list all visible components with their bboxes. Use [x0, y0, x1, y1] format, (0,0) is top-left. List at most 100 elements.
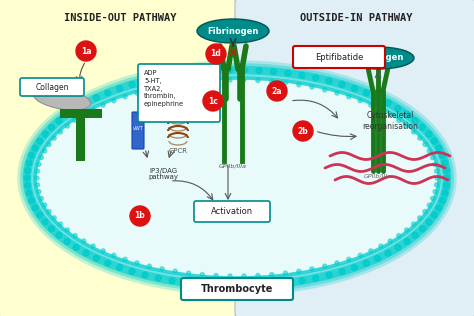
Circle shape — [83, 100, 89, 106]
Circle shape — [412, 232, 418, 238]
Circle shape — [93, 95, 100, 101]
Circle shape — [285, 280, 291, 286]
Circle shape — [374, 95, 381, 101]
Circle shape — [123, 95, 127, 99]
Circle shape — [42, 219, 48, 225]
Circle shape — [439, 153, 446, 159]
Circle shape — [105, 90, 111, 96]
Text: GPIIb/IIIa: GPIIb/IIIa — [219, 164, 247, 169]
Circle shape — [48, 124, 55, 130]
Circle shape — [183, 280, 189, 286]
Circle shape — [83, 250, 89, 256]
Circle shape — [426, 131, 432, 137]
Circle shape — [187, 81, 191, 85]
Circle shape — [147, 88, 151, 92]
Circle shape — [326, 78, 332, 84]
FancyBboxPatch shape — [20, 78, 84, 96]
Circle shape — [313, 275, 319, 281]
Circle shape — [444, 175, 450, 181]
Circle shape — [43, 149, 47, 153]
Circle shape — [427, 203, 431, 207]
Circle shape — [198, 69, 203, 75]
Circle shape — [183, 70, 189, 76]
Circle shape — [271, 69, 276, 75]
Circle shape — [442, 190, 448, 196]
Circle shape — [206, 44, 226, 64]
Circle shape — [117, 264, 123, 270]
Circle shape — [39, 196, 43, 200]
Circle shape — [201, 272, 204, 276]
Circle shape — [369, 249, 373, 253]
Circle shape — [37, 190, 41, 194]
Circle shape — [129, 82, 135, 88]
Circle shape — [201, 80, 204, 83]
Circle shape — [347, 257, 351, 261]
Circle shape — [419, 226, 426, 232]
Circle shape — [411, 130, 416, 134]
Circle shape — [411, 222, 416, 226]
Text: 1c: 1c — [208, 96, 218, 106]
Circle shape — [418, 216, 422, 220]
FancyBboxPatch shape — [0, 0, 241, 316]
Circle shape — [173, 269, 177, 273]
Circle shape — [169, 72, 175, 78]
Circle shape — [212, 68, 218, 74]
Circle shape — [112, 253, 116, 257]
Circle shape — [76, 41, 96, 61]
Circle shape — [323, 264, 327, 268]
Bar — [60, 109, 102, 118]
Text: Activation: Activation — [211, 208, 253, 216]
Circle shape — [397, 234, 401, 238]
Circle shape — [435, 183, 438, 187]
Text: 1a: 1a — [81, 46, 91, 56]
Text: 1d: 1d — [210, 50, 221, 58]
Circle shape — [28, 198, 35, 204]
Text: 2b: 2b — [298, 126, 309, 136]
Circle shape — [93, 255, 100, 261]
Circle shape — [439, 198, 446, 204]
Circle shape — [228, 78, 232, 82]
Circle shape — [65, 124, 69, 128]
Circle shape — [24, 175, 30, 181]
Circle shape — [256, 273, 260, 277]
Circle shape — [227, 283, 233, 289]
Circle shape — [431, 138, 438, 144]
Circle shape — [363, 90, 369, 96]
Circle shape — [299, 72, 305, 78]
Circle shape — [374, 255, 381, 261]
Text: Eptifibatide: Eptifibatide — [315, 52, 363, 62]
Circle shape — [48, 226, 55, 232]
Circle shape — [379, 244, 383, 248]
Text: ✕: ✕ — [228, 46, 238, 59]
Circle shape — [339, 82, 345, 88]
Circle shape — [123, 257, 127, 261]
Text: GPIIb/IIIa: GPIIb/IIIa — [364, 173, 392, 178]
Circle shape — [64, 239, 70, 245]
FancyBboxPatch shape — [138, 64, 220, 122]
Circle shape — [323, 88, 327, 92]
Circle shape — [351, 264, 357, 270]
FancyBboxPatch shape — [293, 46, 385, 68]
Circle shape — [339, 269, 345, 275]
Circle shape — [351, 85, 357, 91]
Circle shape — [423, 210, 427, 214]
Circle shape — [395, 106, 401, 112]
Circle shape — [47, 210, 51, 214]
Circle shape — [436, 145, 442, 151]
Circle shape — [160, 267, 164, 271]
Circle shape — [310, 85, 314, 89]
Circle shape — [91, 244, 95, 248]
Circle shape — [91, 108, 95, 112]
Circle shape — [313, 75, 319, 81]
Circle shape — [433, 190, 437, 194]
Circle shape — [404, 112, 410, 118]
Circle shape — [42, 131, 48, 137]
Circle shape — [203, 91, 223, 111]
Text: vWT: vWT — [133, 126, 143, 131]
Circle shape — [155, 75, 161, 81]
Ellipse shape — [342, 47, 414, 69]
Circle shape — [36, 183, 39, 187]
Circle shape — [444, 167, 449, 173]
Circle shape — [242, 274, 246, 278]
Circle shape — [73, 234, 77, 238]
